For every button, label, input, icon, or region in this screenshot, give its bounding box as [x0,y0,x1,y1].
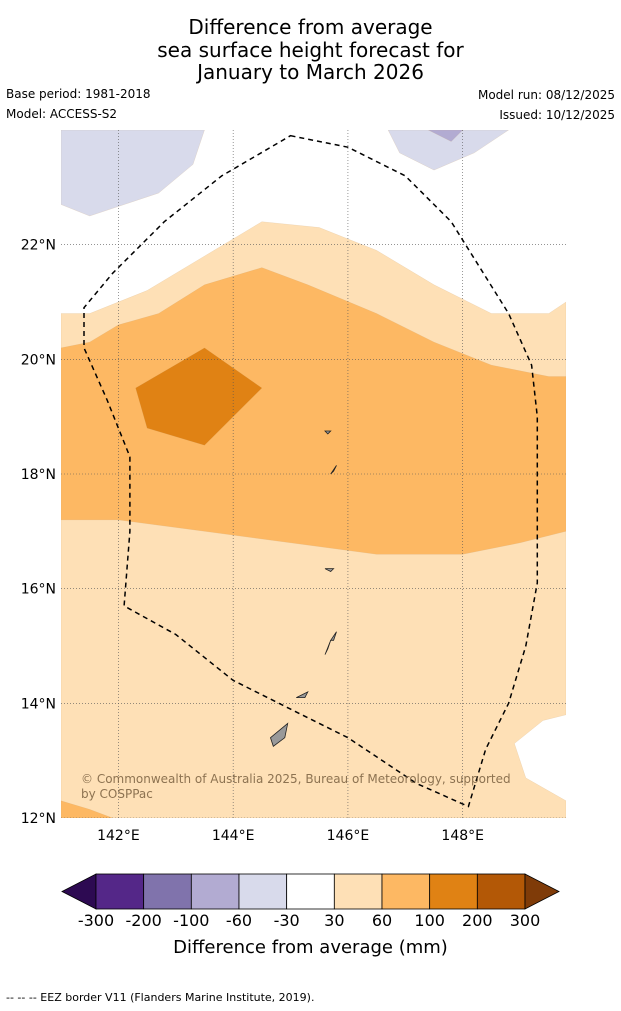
colorbar-bin-3 [238,873,288,910]
colorbar-bin-4 [286,873,335,910]
colorbar-tick-0: -300 [77,911,115,930]
colorbar-tick-2: -100 [173,911,210,930]
title-line-2: sea surface height forecast for [157,37,464,62]
island-3 [329,631,337,641]
copyright-line-2: by COSPPac [81,787,153,801]
island-0 [270,722,289,747]
anomaly-region-6 [428,130,463,142]
map-plot: 142°E 144°E 146°E 148°E 12°N 14°N 16°N 18°N 20°N… [21,130,566,844]
x-tick-label-3: 148°E [441,828,484,844]
chart-title: Difference from average sea surface heig… [0,16,621,84]
y-tick-label-3: 18°N [21,467,56,483]
island-2 [324,640,332,655]
colorbar-bin-2 [190,873,240,910]
eez-border [83,134,539,808]
issued-label: Issued: 10/12/2025 [499,108,615,122]
title-line-3: January to March 2026 [197,60,424,84]
copyright-line-1: © Commonwealth of Australia 2025, Bureau… [81,772,511,786]
island-5 [330,465,337,475]
anomaly-region-5 [387,130,509,171]
island-1 [296,691,309,698]
colorbar-tick-8: 200 [462,911,493,930]
anomaly-region-4 [61,130,205,217]
island-6 [324,430,332,435]
anomaly-region-2 [135,347,263,446]
x-tick-label-0: 142°E [97,828,140,844]
y-tick-label-0: 12°N [21,811,56,827]
y-tick-label-5: 22°N [21,238,56,254]
copyright-notice: © Commonwealth of Australia 2025, Bureau… [81,772,511,802]
colorbar-title: Difference from average (mm) [173,937,448,958]
colorbar-bin-0 [95,873,145,910]
colorbar-bin-5 [333,873,383,910]
colorbar-bin-1 [143,873,192,910]
anomaly-region-7 [61,800,113,818]
colorbar-bin-8 [476,873,526,910]
island-4 [324,568,335,572]
y-tick-label-1: 14°N [21,696,56,712]
model-run-label: Model run: 08/12/2025 [477,88,615,102]
title-line-1: Difference from average [188,15,433,39]
colorbar-extend-low [61,873,97,910]
colorbar-tick-1: -200 [125,911,162,930]
y-tick-label-4: 20°N [21,352,56,368]
colorbar-tick-9: 300 [509,911,541,930]
model-label: Model: ACCESS-S2 [6,107,118,121]
base-period-label: Base period: 1981-2018 [6,87,151,101]
plot-area [61,130,566,818]
colorbar-tick-4: -30 [273,911,300,930]
colorbar-tick-3: -60 [225,911,253,930]
eez-footnote: -- -- -- EEZ border V11 (Flanders Marine… [6,991,315,1004]
colorbar-tick-5: 30 [324,911,345,930]
colorbar-bin-6 [381,873,431,910]
colorbar-extend-high [524,873,560,910]
x-tick-label-2: 146°E [327,828,370,844]
colorbar-tick-6: 60 [371,911,393,930]
colorbar-bin-7 [429,873,478,910]
y-tick-label-2: 16°N [21,582,56,598]
x-tick-label-1: 144°E [212,828,255,844]
colorbar-tick-7: 100 [414,911,445,930]
